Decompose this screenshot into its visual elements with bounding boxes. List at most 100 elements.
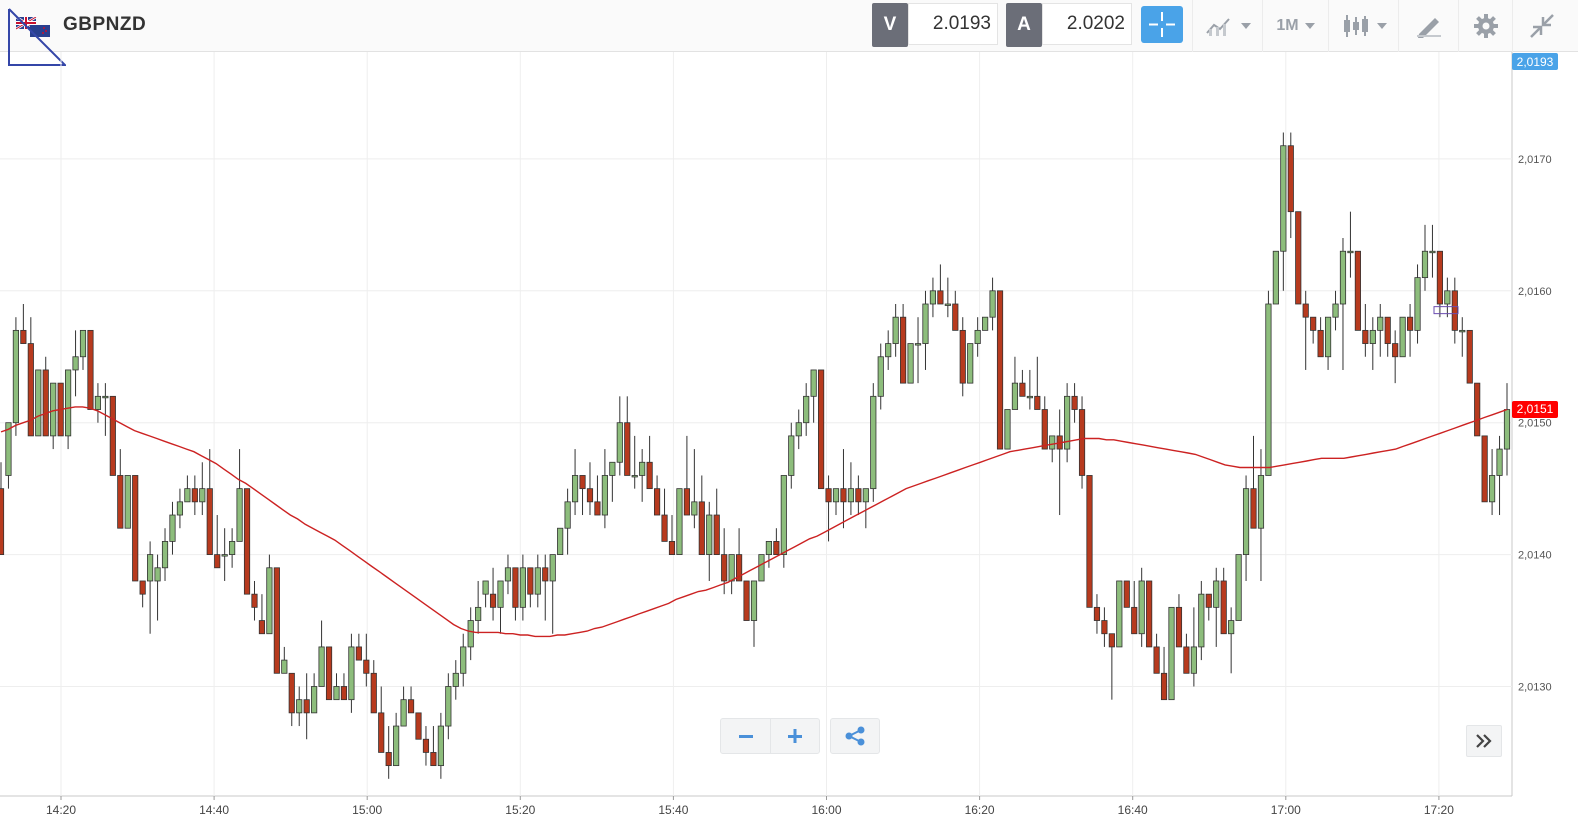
bullish-candle [154, 567, 161, 582]
bullish-candle [1489, 475, 1496, 503]
bearish-candle [586, 488, 594, 503]
share-button[interactable] [830, 718, 880, 754]
crosshair-button[interactable] [1141, 6, 1183, 43]
bullish-candle [1399, 316, 1406, 358]
bullish-candle [810, 369, 817, 397]
bearish-candle [683, 488, 690, 516]
bullish-candle [1503, 409, 1511, 450]
symbol-name[interactable]: GBPNZD [63, 14, 147, 35]
bullish-candle [885, 343, 892, 358]
bullish-candle [1324, 316, 1332, 358]
bullish-candle [982, 316, 989, 331]
bearish-candle [1436, 250, 1443, 305]
bearish-candle [1108, 633, 1115, 648]
bullish-candle [50, 382, 57, 437]
symbol-corner-marker-icon [8, 8, 68, 66]
bullish-candle [467, 620, 474, 648]
price-chart[interactable]: 2,0130 2,0140 2,0150 2,0160 2,0170 14:20 14:40… [0, 52, 1578, 835]
timeframe-dropdown[interactable]: 1M [1262, 0, 1328, 52]
bearish-candle [1019, 382, 1026, 397]
bullish-candle [1213, 580, 1220, 608]
bearish-candle [378, 712, 385, 753]
scroll-to-latest-button[interactable] [1466, 725, 1502, 757]
bearish-candle [646, 461, 653, 490]
bearish-candle [1250, 488, 1257, 529]
zoom-in-button[interactable] [770, 719, 819, 753]
bearish-candle [1220, 580, 1227, 635]
bullish-candle [616, 422, 623, 463]
bearish-candle [1123, 580, 1130, 608]
x-tick-label: 17:20 [1424, 803, 1454, 817]
bullish-candle [564, 501, 571, 529]
bullish-candle [169, 514, 176, 542]
bearish-candle [206, 488, 213, 555]
bearish-candle [1034, 395, 1041, 410]
bullish-candle [1272, 250, 1279, 305]
bearish-candle [325, 646, 333, 701]
bullish-candle [333, 686, 340, 701]
x-tick-label: 17:00 [1271, 803, 1301, 817]
bearish-candle [818, 369, 825, 490]
settings-button[interactable] [1458, 0, 1512, 52]
bearish-candle [273, 567, 280, 674]
bullish-candle [199, 488, 206, 503]
zoom-out-button[interactable] [721, 719, 771, 753]
gbp-nzd-flag-icon [15, 15, 50, 37]
bearish-candle [109, 395, 116, 476]
bullish-candle [944, 303, 951, 306]
bullish-candle [601, 475, 608, 516]
x-tick-label: 15:20 [505, 803, 535, 817]
x-tick-label: 15:00 [352, 803, 382, 817]
collapse-button[interactable] [1512, 0, 1570, 52]
bearish-candle [1317, 329, 1324, 358]
sell-price-box[interactable]: V 2.0193 [872, 3, 998, 47]
bullish-candle [1339, 250, 1347, 305]
bullish-candle [72, 356, 79, 371]
buy-price-box[interactable]: A 2.0202 [1006, 3, 1132, 47]
bearish-candle [1093, 606, 1101, 621]
bearish-candle [20, 329, 27, 344]
bearish-candle [1481, 435, 1488, 503]
bearish-candle [288, 672, 295, 714]
candlestick-icon [1343, 15, 1368, 37]
bullish-candle [534, 567, 541, 595]
bearish-candle [430, 752, 437, 767]
bearish-candle [303, 699, 310, 714]
minus-icon [738, 735, 753, 738]
bullish-candle [914, 343, 922, 346]
bearish-candle [407, 699, 415, 714]
drawing-tools-button[interactable] [1398, 0, 1458, 52]
bullish-candle [1138, 580, 1145, 635]
bullish-candle [1198, 593, 1205, 648]
buy-label[interactable]: A [1006, 3, 1042, 47]
plus-icon [787, 729, 802, 743]
x-tick-label: 15:40 [658, 803, 688, 817]
indicators-button[interactable] [1192, 0, 1262, 52]
drawing-pen-icon [1416, 18, 1441, 38]
bearish-candle [1041, 409, 1048, 450]
bearish-candle [251, 593, 258, 608]
bearish-candle [1078, 409, 1086, 476]
bullish-candle [1257, 475, 1265, 529]
chart-type-dropdown[interactable] [1328, 0, 1398, 52]
bullish-candle [1235, 554, 1242, 621]
bullish-candle [1414, 277, 1421, 331]
price-axis-area [1512, 52, 1578, 835]
sell-price[interactable]: 2.0193 [908, 3, 998, 45]
bearish-candle [1392, 343, 1399, 358]
bearish-candle [542, 567, 549, 582]
bearish-candle [900, 316, 907, 384]
bullish-candle [1265, 303, 1272, 476]
bullish-candle [1026, 395, 1033, 399]
bullish-candle [974, 329, 981, 344]
bearish-candle [363, 659, 370, 674]
buy-price[interactable]: 2.0202 [1042, 3, 1132, 45]
bearish-candle [370, 672, 377, 714]
bearish-candle [624, 422, 631, 476]
y-tick-label: 2,0170 [1518, 154, 1552, 166]
bullish-candle [750, 580, 758, 621]
x-tick-label: 14:20 [46, 803, 76, 817]
bullish-candle [765, 541, 772, 555]
bullish-candle [79, 329, 87, 358]
sell-label[interactable]: V [872, 3, 908, 47]
